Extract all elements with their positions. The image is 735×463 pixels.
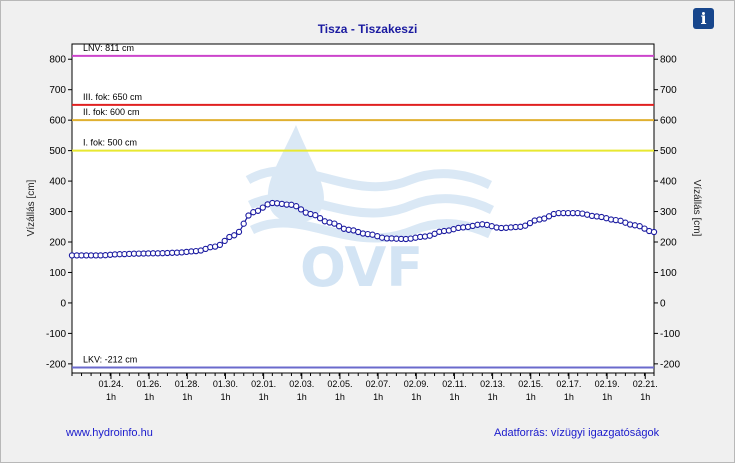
y-tick-label-left: 300	[49, 207, 66, 218]
series-point	[254, 207, 262, 214]
series-point	[545, 213, 553, 220]
series-point	[335, 223, 343, 230]
y-tick-label-right: 0	[660, 298, 666, 309]
threshold-label: II. fok: 600 cm	[83, 107, 140, 117]
y-tick-label-right: 600	[660, 116, 677, 127]
threshold-lines: LNV: 811 cm III. fok: 650 cm II. fok: 600 …	[72, 43, 654, 369]
series-point	[297, 206, 305, 213]
y-tick-label-left: -100	[46, 329, 66, 340]
x-tick-date-label: 02.05.	[327, 379, 352, 389]
y-tick-label-right: 700	[660, 85, 677, 96]
y-tick-label-left: 600	[49, 116, 66, 127]
x-tick-time-label: 1h	[182, 392, 192, 402]
series-point	[259, 204, 266, 211]
y-tick-label-left: 400	[49, 177, 66, 188]
series-point	[522, 222, 529, 229]
y-axis-label-right: Vízállás [cm]	[691, 180, 702, 237]
ovf-watermark-logo: OVF	[245, 125, 495, 299]
x-axis-ticks: 01.24. 1h 01.26. 1h 01.28. 1h 01.30. 1h 02.01. 1h…	[71, 373, 658, 402]
x-tick-time-label: 1h	[373, 392, 383, 402]
y-tick-label-right: -200	[660, 359, 680, 370]
x-tick-date-label: 02.19.	[595, 379, 620, 389]
x-tick-date-label: 02.01.	[251, 379, 276, 389]
series-point	[526, 219, 534, 227]
water-level-series	[68, 199, 658, 259]
x-tick-date-label: 02.21.	[633, 379, 658, 389]
x-tick-time-label: 1h	[106, 392, 116, 402]
y-tick-label-left: 100	[49, 268, 66, 279]
y-tick-label-right: -100	[660, 329, 680, 340]
y-tick-label-left: 200	[49, 238, 66, 249]
series-point	[641, 225, 648, 232]
threshold-label: III. fok: 650 cm	[83, 92, 142, 102]
y-tick-label-right: 400	[660, 177, 677, 188]
x-tick-time-label: 1h	[259, 392, 269, 402]
threshold-label: I. fok: 500 cm	[83, 138, 137, 148]
x-tick-time-label: 1h	[411, 392, 421, 402]
x-tick-time-label: 1h	[335, 392, 345, 402]
source-link[interactable]: www.hydroinfo.hu	[66, 427, 153, 439]
y-tick-label-left: 0	[60, 298, 66, 309]
y-tick-label-left: 500	[49, 146, 66, 157]
series-point	[312, 212, 319, 219]
x-tick-time-label: 1h	[564, 392, 574, 402]
x-tick-time-label: 1h	[526, 392, 536, 402]
data-source-note: Adatforrás: vízügyi igazgatóságok	[494, 427, 660, 439]
wave-icon	[247, 193, 495, 218]
threshold-label: LKV: -212 cm	[83, 355, 137, 365]
y-tick-label-left: -200	[46, 359, 66, 370]
y-tick-label-right: 500	[660, 146, 677, 157]
threshold-label: LNV: 811 cm	[83, 43, 134, 53]
x-tick-time-label: 1h	[602, 392, 612, 402]
series-point	[316, 215, 324, 222]
info-icon[interactable]: i	[693, 8, 714, 29]
series-point	[221, 237, 228, 245]
series-point	[331, 220, 338, 227]
series-point	[240, 220, 247, 227]
x-tick-time-label: 1h	[488, 392, 498, 402]
x-tick-date-label: 02.03.	[289, 379, 314, 389]
y-tick-label-left: 700	[49, 85, 66, 96]
y-axis-ticks: -200 -200 -100 -100 0 0 100 100 200 200 300 300 400 4…	[46, 55, 680, 371]
x-tick-date-label: 01.26.	[137, 379, 162, 389]
x-tick-time-label: 1h	[297, 392, 307, 402]
series-point	[245, 212, 252, 219]
x-tick-date-label: 01.28.	[175, 379, 200, 389]
x-tick-date-label: 01.30.	[213, 379, 238, 389]
y-tick-label-right: 300	[660, 207, 677, 218]
x-tick-date-label: 02.13.	[480, 379, 505, 389]
chart-title: Tisza - Tiszakeszi	[317, 22, 418, 36]
series-point	[235, 228, 243, 236]
series-point	[650, 228, 658, 236]
x-tick-date-label: 02.07.	[366, 379, 391, 389]
y-tick-label-right: 800	[660, 55, 677, 66]
series-point	[231, 232, 238, 239]
series-point	[293, 203, 300, 210]
x-tick-date-label: 02.17.	[556, 379, 581, 389]
x-tick-date-label: 01.24.	[98, 379, 123, 389]
series-point	[636, 223, 643, 230]
y-tick-label-right: 100	[660, 268, 677, 279]
x-tick-date-label: 02.15.	[518, 379, 543, 389]
y-tick-label-left: 800	[49, 55, 66, 66]
series-point	[216, 241, 224, 249]
x-tick-time-label: 1h	[220, 392, 230, 402]
wave-icon	[245, 166, 493, 192]
x-tick-date-label: 02.09.	[404, 379, 429, 389]
watermark-text: OVF	[300, 236, 423, 299]
y-tick-label-right: 200	[660, 238, 677, 249]
x-tick-date-label: 02.11.	[442, 379, 466, 389]
x-tick-time-label: 1h	[144, 392, 154, 402]
y-axis-label-left: Vízállás [cm]	[26, 179, 37, 236]
x-tick-time-label: 1h	[449, 392, 459, 402]
x-tick-time-label: 1h	[640, 392, 650, 402]
